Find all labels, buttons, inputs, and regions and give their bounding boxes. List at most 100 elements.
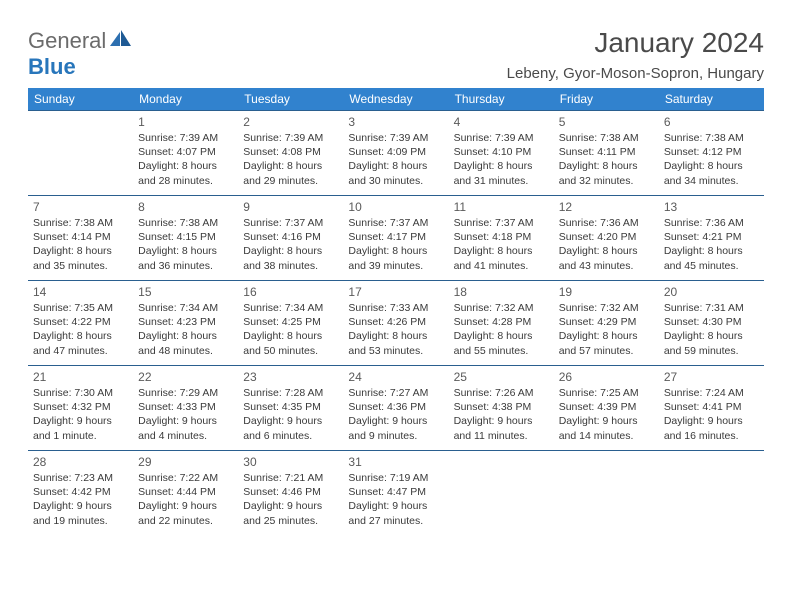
daylight-line: Daylight: 8 hours and 55 minutes. <box>454 329 549 357</box>
sunset-line: Sunset: 4:36 PM <box>348 400 443 414</box>
sunset-line: Sunset: 4:28 PM <box>454 315 549 329</box>
daylight-line: Daylight: 8 hours and 53 minutes. <box>348 329 443 357</box>
sunset-line: Sunset: 4:47 PM <box>348 485 443 499</box>
sunrise-line: Sunrise: 7:39 AM <box>454 131 549 145</box>
day-number: 1 <box>138 114 233 130</box>
calendar-day-cell: 17Sunrise: 7:33 AMSunset: 4:26 PMDayligh… <box>343 280 448 365</box>
daylight-line: Daylight: 8 hours and 35 minutes. <box>33 244 128 272</box>
sunrise-line: Sunrise: 7:31 AM <box>664 301 759 315</box>
sunset-line: Sunset: 4:42 PM <box>33 485 128 499</box>
calendar-day-cell: 29Sunrise: 7:22 AMSunset: 4:44 PMDayligh… <box>133 450 238 535</box>
sunset-line: Sunset: 4:30 PM <box>664 315 759 329</box>
sunrise-line: Sunrise: 7:23 AM <box>33 471 128 485</box>
sunset-line: Sunset: 4:20 PM <box>559 230 654 244</box>
day-number: 5 <box>559 114 654 130</box>
sunset-line: Sunset: 4:39 PM <box>559 400 654 414</box>
sunrise-line: Sunrise: 7:39 AM <box>243 131 338 145</box>
sunset-line: Sunset: 4:22 PM <box>33 315 128 329</box>
calendar-day-cell: 26Sunrise: 7:25 AMSunset: 4:39 PMDayligh… <box>554 365 659 450</box>
day-number: 29 <box>138 454 233 470</box>
col-wednesday: Wednesday <box>343 88 448 111</box>
col-tuesday: Tuesday <box>238 88 343 111</box>
daylight-line: Daylight: 8 hours and 50 minutes. <box>243 329 338 357</box>
calendar-week-row: 28Sunrise: 7:23 AMSunset: 4:42 PM Dayligh… <box>28 450 764 535</box>
calendar-day-cell: 6Sunrise: 7:38 AMSunset: 4:12 PMDaylight… <box>659 110 764 195</box>
sunset-line: Sunset: 4:11 PM <box>559 145 654 159</box>
sunrise-line: Sunrise: 7:38 AM <box>33 216 128 230</box>
day-number: 27 <box>664 369 759 385</box>
calendar-day-cell: 30Sunrise: 7:21 AMSunset: 4:46 PMDayligh… <box>238 450 343 535</box>
sunrise-line: Sunrise: 7:33 AM <box>348 301 443 315</box>
calendar-day-cell: 13Sunrise: 7:36 AMSunset: 4:21 PMDayligh… <box>659 195 764 280</box>
daylight-line: Daylight: 9 hours and 4 minutes. <box>138 414 233 442</box>
day-number: 6 <box>664 114 759 130</box>
day-number: 10 <box>348 199 443 215</box>
header: General January 2024 Lebeny, Gyor-Moson-… <box>28 28 764 82</box>
sunrise-line: Sunrise: 7:27 AM <box>348 386 443 400</box>
daylight-line: Daylight: 8 hours and 41 minutes. <box>454 244 549 272</box>
sunrise-line: Sunrise: 7:37 AM <box>243 216 338 230</box>
sunset-line: Sunset: 4:17 PM <box>348 230 443 244</box>
daylight-line: Daylight: 8 hours and 48 minutes. <box>138 329 233 357</box>
col-saturday: Saturday <box>659 88 764 111</box>
daylight-line: Daylight: 8 hours and 57 minutes. <box>559 329 654 357</box>
calendar-header-row: Sunday Monday Tuesday Wednesday Thursday… <box>28 88 764 111</box>
sunrise-line: Sunrise: 7:34 AM <box>243 301 338 315</box>
sunrise-line: Sunrise: 7:24 AM <box>664 386 759 400</box>
day-number: 4 <box>454 114 549 130</box>
day-number: 15 <box>138 284 233 300</box>
sunrise-line: Sunrise: 7:19 AM <box>348 471 443 485</box>
daylight-line: Daylight: 8 hours and 39 minutes. <box>348 244 443 272</box>
sunrise-line: Sunrise: 7:21 AM <box>243 471 338 485</box>
daylight-line: Daylight: 8 hours and 47 minutes. <box>33 329 128 357</box>
calendar-day-cell: 21Sunrise: 7:30 AMSunset: 4:32 PMDayligh… <box>28 365 133 450</box>
daylight-line: Daylight: 8 hours and 38 minutes. <box>243 244 338 272</box>
day-number: 30 <box>243 454 338 470</box>
daylight-line: Daylight: 9 hours and 22 minutes. <box>138 499 233 527</box>
sunset-line: Sunset: 4:35 PM <box>243 400 338 414</box>
daylight-line: Daylight: 8 hours and 30 minutes. <box>348 159 443 187</box>
sunset-line: Sunset: 4:23 PM <box>138 315 233 329</box>
sunset-line: Sunset: 4:25 PM <box>243 315 338 329</box>
day-number: 24 <box>348 369 443 385</box>
day-number: 2 <box>243 114 338 130</box>
day-number: 28 <box>33 454 128 470</box>
calendar-week-row: 14Sunrise: 7:35 AMSunset: 4:22 PMDayligh… <box>28 280 764 365</box>
sunrise-line: Sunrise: 7:36 AM <box>559 216 654 230</box>
calendar-day-cell: 7Sunrise: 7:38 AMSunset: 4:14 PMDaylight… <box>28 195 133 280</box>
logo-word2-wrap: Blue <box>28 54 76 80</box>
calendar-day-cell: 23Sunrise: 7:28 AMSunset: 4:35 PMDayligh… <box>238 365 343 450</box>
sunset-line: Sunset: 4:12 PM <box>664 145 759 159</box>
sunset-line: Sunset: 4:44 PM <box>138 485 233 499</box>
sunset-line: Sunset: 4:38 PM <box>454 400 549 414</box>
day-number: 9 <box>243 199 338 215</box>
sunset-line: Sunset: 4:21 PM <box>664 230 759 244</box>
daylight-line: Daylight: 9 hours and 25 minutes. <box>243 499 338 527</box>
sunrise-line: Sunrise: 7:34 AM <box>138 301 233 315</box>
sunset-line: Sunset: 4:26 PM <box>348 315 443 329</box>
sunrise-line: Sunrise: 7:38 AM <box>138 216 233 230</box>
calendar-day-cell: 10Sunrise: 7:37 AMSunset: 4:17 PMDayligh… <box>343 195 448 280</box>
sunrise-line: Sunrise: 7:37 AM <box>348 216 443 230</box>
day-number: 3 <box>348 114 443 130</box>
calendar-day-cell: 20Sunrise: 7:31 AMSunset: 4:30 PMDayligh… <box>659 280 764 365</box>
calendar-day-cell: 5Sunrise: 7:38 AMSunset: 4:11 PMDaylight… <box>554 110 659 195</box>
day-number: 21 <box>33 369 128 385</box>
daylight-line: Daylight: 9 hours and 16 minutes. <box>664 414 759 442</box>
page-title: January 2024 <box>507 28 764 59</box>
daylight-line: Daylight: 9 hours and 1 minute. <box>33 414 128 442</box>
daylight-line: Daylight: 8 hours and 28 minutes. <box>138 159 233 187</box>
calendar-day-cell: 1Sunrise: 7:39 AMSunset: 4:07 PMDaylight… <box>133 110 238 195</box>
sunrise-line: Sunrise: 7:22 AM <box>138 471 233 485</box>
col-sunday: Sunday <box>28 88 133 111</box>
day-number: 16 <box>243 284 338 300</box>
day-number: 26 <box>559 369 654 385</box>
sunrise-line: Sunrise: 7:32 AM <box>559 301 654 315</box>
sunset-line: Sunset: 4:07 PM <box>138 145 233 159</box>
calendar-body: 1Sunrise: 7:39 AMSunset: 4:07 PMDaylight… <box>28 110 764 535</box>
sunset-line: Sunset: 4:41 PM <box>664 400 759 414</box>
sunset-line: Sunset: 4:15 PM <box>138 230 233 244</box>
calendar-day-cell: 16Sunrise: 7:34 AMSunset: 4:25 PMDayligh… <box>238 280 343 365</box>
daylight-line: Daylight: 8 hours and 36 minutes. <box>138 244 233 272</box>
sunrise-line: Sunrise: 7:25 AM <box>559 386 654 400</box>
